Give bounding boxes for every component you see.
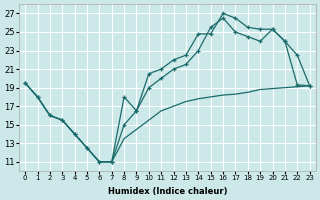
X-axis label: Humidex (Indice chaleur): Humidex (Indice chaleur) xyxy=(108,187,227,196)
